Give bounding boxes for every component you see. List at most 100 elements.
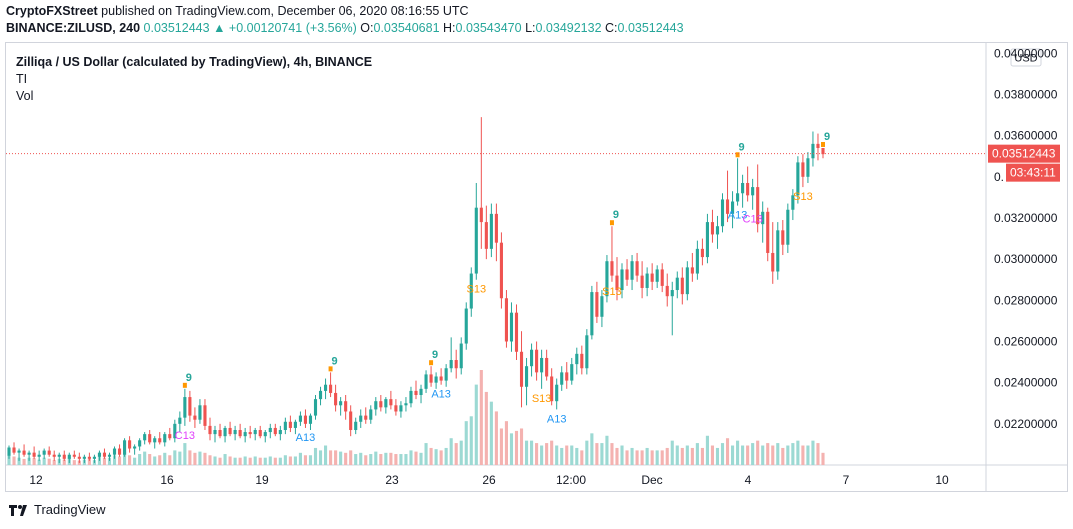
candle-body [720,199,725,227]
x-tick-label: 16 [160,473,174,487]
candle-body [555,384,559,402]
x-tick-label: 7 [843,473,850,487]
x-tick-label: 19 [255,473,269,487]
volume-bar [102,457,107,465]
y-tick-label: 0.03200000 [994,211,1058,225]
bar-countdown-label: 03:43:11 [1010,166,1056,180]
candle-body [117,448,122,455]
candle-body [143,434,147,441]
volume-bar [776,443,780,465]
volume-bar [620,445,624,465]
volume-bar [283,455,287,465]
candle-body [730,201,735,214]
countdown-label: S13 [793,191,813,203]
volume-bar [208,455,212,465]
volume-bar [374,451,378,465]
candle-body [193,415,197,420]
candle-body [318,390,323,400]
candle-body [323,384,328,391]
volume-bar [459,440,463,465]
currency-box [1010,48,1042,67]
volume-bar [821,452,825,465]
publisher-name[interactable]: CryptoFXStreet [6,4,98,18]
currency-label: USD [1014,53,1037,65]
countdown-label: A13 [296,432,316,444]
legend-title[interactable]: Zilliqa / US Dollar (calculated by Tradi… [16,55,373,69]
volume-bar [444,447,448,465]
volume-bar [524,440,529,465]
candle-body [630,261,634,280]
candle-body [605,261,609,297]
candle-body [519,351,524,387]
change-up-icon: ▲ [213,21,226,35]
volume-bar [675,445,679,465]
candle-body [424,374,428,389]
candle-body [138,440,142,447]
footer: TradingView [8,502,106,517]
countdown-box [1006,163,1060,182]
tradingview-logo-icon[interactable] [8,503,30,517]
candle-body [680,277,684,295]
candle-body [540,357,544,373]
candle-body [454,360,458,369]
candle-body [806,158,810,177]
candle-body [444,368,448,381]
candle-body [504,298,509,342]
candle-body [675,277,679,291]
candle-body [439,376,443,381]
candle-body [42,450,46,455]
volume-bar [530,440,534,465]
x-tick-label: 10 [935,473,949,487]
candle-body [766,211,770,253]
candle-body [273,427,277,435]
candle-body [303,415,308,424]
setup-count-label: 9 [613,209,619,221]
candle-body [811,143,815,159]
candle-body [535,349,539,373]
volume-bar [238,457,242,465]
candle-body [72,454,76,457]
volume-bar [12,456,16,465]
chart-frame [5,42,1068,492]
legend-indicator[interactable]: TI [16,72,28,86]
legend-volume[interactable]: Vol [16,89,34,103]
setup-marker-icon [328,366,333,372]
candle-body [233,430,237,435]
volume-bar [278,457,282,465]
candle-body [530,349,534,367]
candle-body [364,415,368,420]
volume-bar [183,443,187,465]
volume-bar [323,445,328,465]
volume-bar [364,455,368,465]
volume-bar [112,455,117,465]
volume-bar [736,440,740,465]
y-tick-label: 0.04000000 [994,46,1058,60]
footer-brand[interactable]: TradingView [34,502,106,517]
volume-bar [811,440,815,465]
candle-body [404,403,408,406]
volume-bar [751,443,755,465]
volume-bar [645,447,649,465]
countdown-label: C13 [175,430,195,442]
candle-body [208,425,212,435]
volume-bar [123,451,127,465]
volume-bar [535,443,539,465]
candle-body [7,447,11,456]
volume-bar [816,443,820,465]
volume-bar [550,440,554,465]
volume-bar [107,457,112,465]
candle-body [27,452,31,455]
y-tick-label: 0.02200000 [994,417,1058,431]
publish-text: published on TradingView.com, December 0… [101,4,469,18]
candle-body [32,452,36,457]
volume-bar [243,456,247,465]
candle-body [645,273,649,288]
volume-bar [786,445,790,465]
y-tick-label: 0.02800000 [994,293,1058,307]
volume-bar [560,447,564,465]
candle-body [243,432,247,437]
volume-bar [173,450,177,465]
setup-marker-icon [429,360,434,366]
volume-bar [756,440,760,465]
